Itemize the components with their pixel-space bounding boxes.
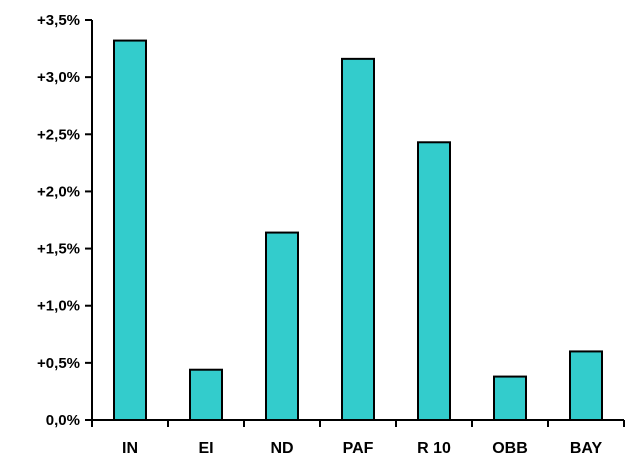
bar-in xyxy=(113,39,147,421)
bar-ei xyxy=(189,368,223,422)
y-tick-label: +3,5% xyxy=(37,12,80,29)
x-category-label: ND xyxy=(270,440,293,457)
bar-obb xyxy=(493,375,527,422)
bar-nd xyxy=(265,231,299,421)
y-axis-ticks xyxy=(85,19,92,421)
x-category-label: BAY xyxy=(570,440,603,457)
x-category-label: IN xyxy=(122,440,138,457)
y-tick-label: +3,0% xyxy=(37,69,80,86)
x-category-label: OBB xyxy=(492,440,528,457)
x-axis-ticks xyxy=(91,420,625,427)
y-tick-label: +1,5% xyxy=(37,241,80,258)
x-category-label: PAF xyxy=(343,440,374,457)
y-tick-label: +2,5% xyxy=(37,126,80,143)
x-category-label: R 10 xyxy=(417,440,451,457)
y-tick-label: +2,0% xyxy=(37,183,80,200)
y-tick-label: 0,0% xyxy=(46,412,80,429)
bar-paf xyxy=(341,57,375,421)
y-axis-tick-labels: 0,0% +0,5% +1,0% +1,5% +2,0% +2,5% +3,0% +3,5% xyxy=(37,12,80,429)
bar-bay xyxy=(569,350,603,421)
y-tick-label: +1,0% xyxy=(37,298,80,315)
y-tick-label: +0,5% xyxy=(37,355,80,372)
bars xyxy=(113,39,603,422)
bar-r-10 xyxy=(417,141,451,422)
x-axis-category-labels: IN EI ND PAF R 10 OBB BAY xyxy=(122,440,602,457)
x-category-label: EI xyxy=(198,440,213,457)
